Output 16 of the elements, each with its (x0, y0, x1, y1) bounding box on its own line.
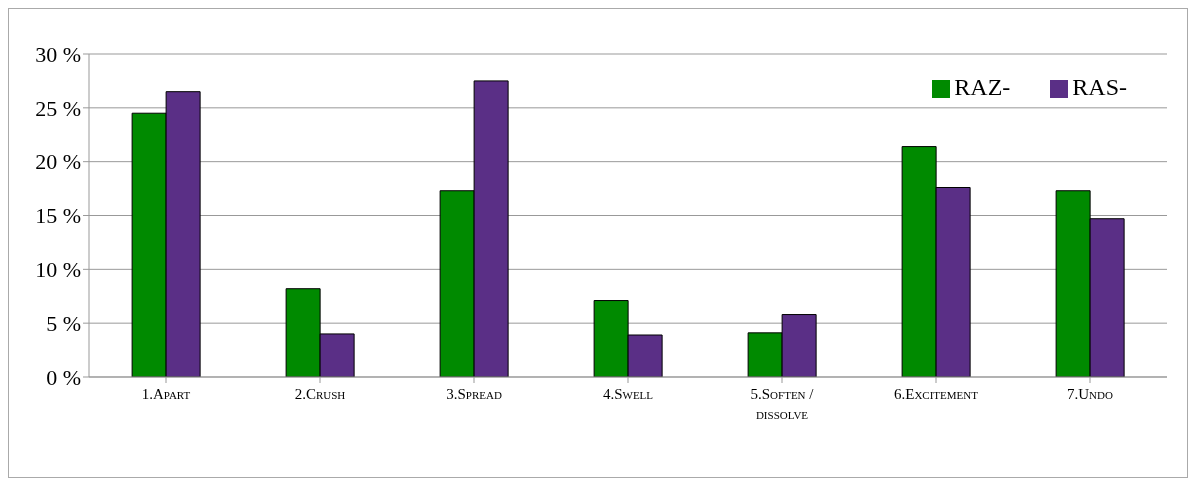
x-tick-label: 5.Soften / dissolve (750, 386, 815, 422)
y-tick-label: 5 % (46, 310, 81, 336)
x-tick-label: 3.Spread (446, 386, 502, 402)
y-tick-label: 15 % (35, 203, 81, 229)
y-tick-label: 20 % (35, 149, 81, 175)
y-tick-label: 10 % (35, 257, 81, 283)
x-tick-label: 2.Crush (294, 386, 346, 402)
y-tick-label: 30 % (35, 41, 81, 67)
x-tick-label: 1.Apart (141, 386, 191, 402)
y-tick-label: 0 % (46, 364, 81, 390)
x-tick-label: 6.Excitement (894, 386, 979, 402)
x-tick-label: 7.Undo (1067, 386, 1114, 402)
legend-label: RAS- (1072, 74, 1127, 100)
y-tick-label: 25 % (35, 95, 81, 121)
legend-label: RAZ- (954, 74, 1011, 100)
x-tick-label: 4.Swell (602, 386, 654, 402)
